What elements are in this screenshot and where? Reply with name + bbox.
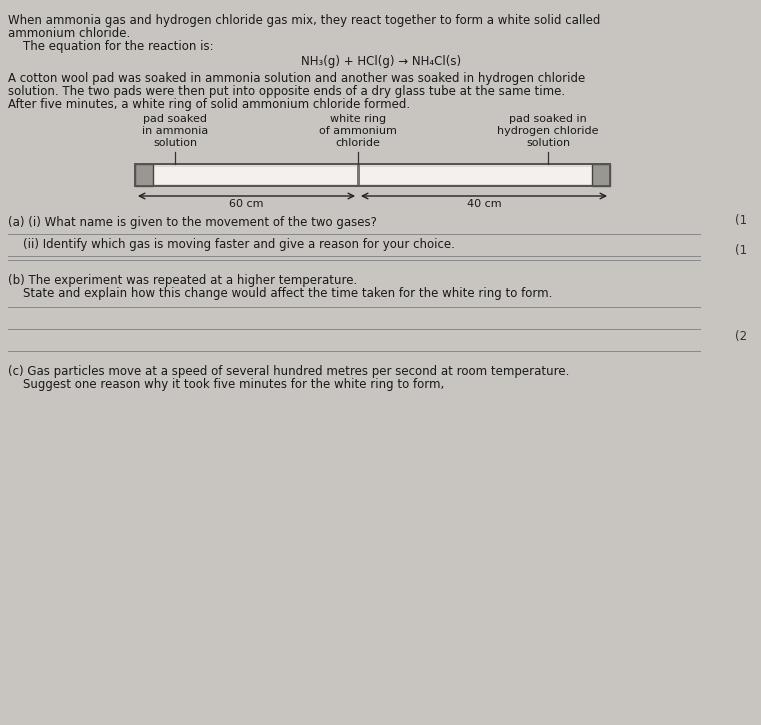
Text: 60 cm: 60 cm (229, 199, 264, 209)
Bar (135, 164, 610, 186)
Text: in ammonia: in ammonia (142, 126, 208, 136)
Text: (2: (2 (735, 330, 747, 343)
Text: white ring: white ring (330, 114, 386, 124)
Text: (ii) Identify which gas is moving faster and give a reason for your choice.: (ii) Identify which gas is moving faster… (8, 238, 455, 251)
Text: solution: solution (526, 138, 570, 148)
Text: solution: solution (153, 138, 197, 148)
Bar (135, 164, 610, 186)
Text: hydrogen chloride: hydrogen chloride (497, 126, 599, 136)
Text: (c) Gas particles move at a speed of several hundred metres per second at room t: (c) Gas particles move at a speed of sev… (8, 365, 569, 378)
Text: solution. The two pads were then put into opposite ends of a dry glass tube at t: solution. The two pads were then put int… (8, 85, 565, 98)
Text: pad soaked: pad soaked (143, 114, 207, 124)
Bar (357, 164, 360, 186)
Text: (1: (1 (735, 244, 747, 257)
Bar (592, 164, 610, 186)
Text: (1: (1 (735, 214, 747, 227)
Text: (a) (i) What name is given to the movement of the two gases?: (a) (i) What name is given to the moveme… (8, 216, 377, 229)
Text: (b) The experiment was repeated at a higher temperature.: (b) The experiment was repeated at a hig… (8, 274, 357, 287)
Text: After five minutes, a white ring of solid ammonium chloride formed.: After five minutes, a white ring of soli… (8, 98, 410, 111)
Text: 40 cm: 40 cm (466, 199, 501, 209)
Text: State and explain how this change would affect the time taken for the white ring: State and explain how this change would … (8, 287, 552, 300)
Text: ammonium chloride.: ammonium chloride. (8, 27, 130, 40)
Bar (135, 164, 153, 186)
Text: A cotton wool pad was soaked in ammonia solution and another was soaked in hydro: A cotton wool pad was soaked in ammonia … (8, 72, 585, 85)
Bar (138, 167, 607, 183)
Text: of ammonium: of ammonium (319, 126, 397, 136)
Text: pad soaked in: pad soaked in (509, 114, 587, 124)
Text: chloride: chloride (336, 138, 380, 148)
Text: Suggest one reason why it took five minutes for the white ring to form,: Suggest one reason why it took five minu… (8, 378, 444, 391)
Text: When ammonia gas and hydrogen chloride gas mix, they react together to form a wh: When ammonia gas and hydrogen chloride g… (8, 14, 600, 27)
Text: NH₃(g) + HCl(g) → NH₄Cl(s): NH₃(g) + HCl(g) → NH₄Cl(s) (301, 55, 461, 68)
Text: The equation for the reaction is:: The equation for the reaction is: (8, 40, 214, 53)
